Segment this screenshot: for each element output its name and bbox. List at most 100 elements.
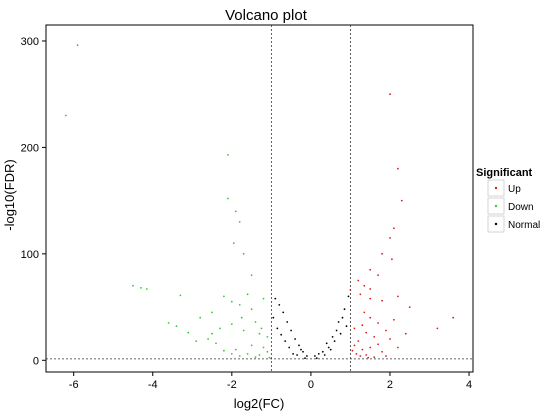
point-up bbox=[397, 167, 399, 170]
point-normal bbox=[317, 353, 320, 355]
plot-area: -6 -4 -2 0 2 4 0 100 200 300 bbox=[21, 24, 474, 391]
point-down bbox=[238, 355, 241, 357]
point-normal bbox=[323, 354, 326, 356]
point-up bbox=[400, 199, 403, 202]
point-normal bbox=[343, 308, 346, 311]
point-down bbox=[219, 327, 221, 330]
point-down bbox=[240, 316, 243, 319]
point-up bbox=[397, 295, 399, 298]
point-down bbox=[227, 154, 229, 156]
point-up bbox=[436, 327, 439, 330]
point-down bbox=[223, 295, 225, 298]
x-tick-label: 4 bbox=[466, 379, 472, 391]
x-tick-label: -6 bbox=[69, 379, 79, 391]
point-down bbox=[145, 288, 148, 290]
point-down bbox=[175, 325, 178, 328]
point-normal bbox=[298, 344, 300, 347]
point-normal bbox=[272, 316, 275, 319]
point-up bbox=[359, 355, 362, 357]
point-down bbox=[232, 242, 235, 245]
x-tick-label: 0 bbox=[308, 379, 314, 391]
point-normal bbox=[325, 342, 328, 345]
point-up bbox=[357, 340, 360, 342]
point-normal bbox=[282, 311, 285, 314]
point-up bbox=[373, 356, 376, 358]
point-up bbox=[389, 93, 391, 96]
point-down bbox=[246, 293, 249, 296]
point-up bbox=[389, 338, 391, 340]
point-down bbox=[258, 354, 261, 356]
point-down bbox=[268, 356, 271, 359]
point-normal bbox=[314, 355, 316, 357]
point-up bbox=[377, 343, 379, 346]
point-up bbox=[353, 327, 356, 330]
point-normal bbox=[288, 346, 291, 349]
point-up bbox=[452, 316, 455, 319]
point-up bbox=[361, 324, 364, 327]
y-tick-label: 300 bbox=[21, 36, 39, 48]
point-up bbox=[389, 237, 391, 239]
point-normal bbox=[284, 340, 287, 342]
point-down bbox=[76, 44, 79, 47]
point-up bbox=[365, 354, 368, 356]
point-down bbox=[207, 338, 210, 340]
point-up bbox=[381, 299, 383, 302]
point-normal bbox=[327, 346, 330, 349]
point-down bbox=[187, 331, 190, 334]
legend-marker-down bbox=[494, 204, 498, 208]
point-down bbox=[238, 304, 241, 306]
plot-frame bbox=[45, 24, 474, 373]
point-up bbox=[365, 331, 368, 334]
point-normal bbox=[302, 350, 304, 353]
legend-marker-up bbox=[494, 186, 498, 190]
point-up bbox=[369, 297, 372, 300]
legend: Significant Up Down Normal bbox=[476, 167, 540, 233]
point-down bbox=[230, 353, 233, 355]
point-normal bbox=[274, 297, 277, 300]
point-up bbox=[363, 311, 366, 314]
point-normal bbox=[339, 332, 342, 335]
point-up bbox=[357, 279, 360, 282]
point-up bbox=[385, 329, 387, 332]
point-up bbox=[355, 353, 358, 355]
point-up bbox=[404, 332, 407, 335]
point-up bbox=[369, 268, 372, 271]
y-tick-label: 200 bbox=[21, 142, 39, 154]
point-normal bbox=[306, 355, 308, 357]
point-down bbox=[250, 274, 253, 276]
point-up bbox=[385, 355, 387, 357]
point-down bbox=[266, 336, 269, 338]
point-down bbox=[258, 332, 261, 335]
point-up bbox=[381, 350, 383, 353]
point-down bbox=[250, 308, 253, 311]
point-up bbox=[369, 288, 372, 290]
point-up bbox=[349, 289, 352, 291]
y-tick-label: 100 bbox=[21, 249, 39, 261]
point-normal bbox=[304, 357, 306, 360]
legend-title: Significant bbox=[476, 167, 533, 179]
point-normal bbox=[337, 321, 340, 323]
point-down bbox=[260, 327, 263, 330]
point-down bbox=[215, 342, 217, 345]
point-down bbox=[242, 252, 245, 255]
point-normal bbox=[286, 321, 289, 323]
point-normal bbox=[345, 325, 348, 328]
point-up bbox=[377, 322, 379, 324]
point-normal bbox=[294, 338, 296, 340]
point-normal bbox=[296, 354, 298, 356]
point-up bbox=[367, 356, 370, 359]
point-down bbox=[246, 353, 249, 355]
point-down bbox=[262, 297, 265, 300]
x-tick-label: -4 bbox=[148, 379, 158, 391]
point-normal bbox=[331, 336, 334, 338]
point-up bbox=[397, 346, 399, 349]
point-up bbox=[369, 316, 372, 319]
point-up bbox=[353, 344, 356, 347]
point-down bbox=[211, 332, 214, 335]
point-up bbox=[361, 348, 364, 351]
point-normal bbox=[341, 316, 344, 319]
legend-marker-normal bbox=[494, 222, 498, 226]
point-normal bbox=[290, 329, 292, 332]
point-up bbox=[393, 318, 395, 321]
